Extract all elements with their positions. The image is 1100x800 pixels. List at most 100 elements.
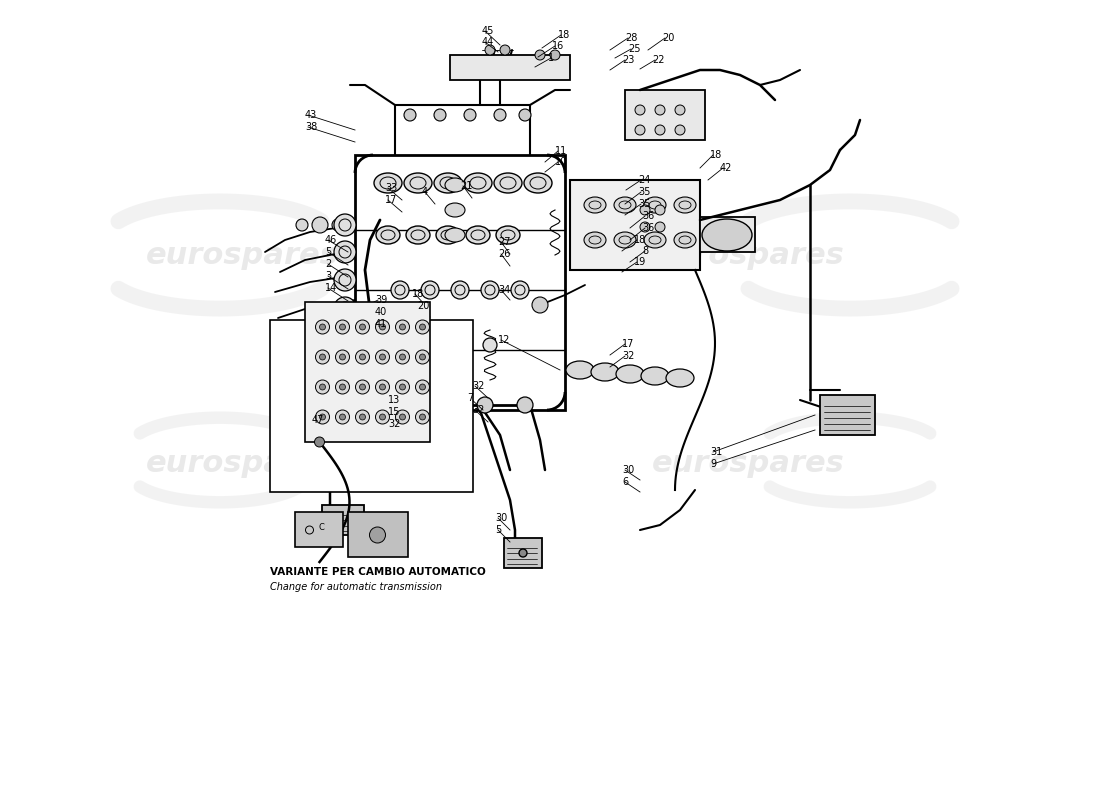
Circle shape (404, 109, 416, 121)
Circle shape (654, 105, 666, 115)
Circle shape (396, 350, 409, 364)
Text: eurospares: eurospares (651, 242, 845, 270)
Text: 25: 25 (628, 44, 640, 54)
Circle shape (396, 410, 409, 424)
Ellipse shape (494, 173, 522, 193)
Ellipse shape (644, 197, 666, 213)
Circle shape (316, 410, 330, 424)
Circle shape (316, 350, 330, 364)
Circle shape (379, 414, 385, 420)
Circle shape (675, 105, 685, 115)
Ellipse shape (674, 197, 696, 213)
Circle shape (535, 50, 544, 60)
Text: 12: 12 (498, 335, 510, 345)
Text: 32: 32 (472, 381, 484, 391)
Text: eurospares: eurospares (145, 242, 339, 270)
Text: 18: 18 (412, 289, 425, 299)
Ellipse shape (584, 232, 606, 248)
Text: 20: 20 (662, 33, 674, 43)
Ellipse shape (404, 173, 432, 193)
Text: 18: 18 (634, 235, 647, 245)
Bar (355, 155, 565, 410)
Ellipse shape (446, 178, 465, 192)
Circle shape (379, 354, 385, 360)
Circle shape (393, 338, 407, 352)
Ellipse shape (614, 232, 636, 248)
Text: eurospares: eurospares (145, 450, 339, 478)
Circle shape (319, 324, 326, 330)
Circle shape (635, 125, 645, 135)
Text: 13: 13 (388, 395, 400, 405)
Ellipse shape (446, 203, 465, 217)
Text: 8: 8 (642, 246, 648, 256)
Bar (450, 55, 570, 80)
Circle shape (334, 214, 356, 236)
Circle shape (396, 380, 409, 394)
Ellipse shape (641, 367, 669, 385)
Text: 32: 32 (472, 405, 484, 415)
Text: 11: 11 (556, 146, 568, 156)
Bar (305, 302, 429, 442)
Text: 47: 47 (312, 415, 324, 425)
Circle shape (654, 222, 666, 232)
Text: 6: 6 (621, 477, 628, 487)
Text: 21: 21 (460, 181, 472, 191)
Circle shape (296, 219, 308, 231)
Circle shape (519, 109, 531, 121)
Circle shape (550, 50, 560, 60)
Bar (820, 395, 874, 435)
Ellipse shape (496, 226, 520, 244)
Circle shape (316, 380, 330, 394)
Circle shape (375, 410, 389, 424)
Circle shape (517, 397, 534, 413)
Bar (270, 320, 473, 492)
Ellipse shape (674, 232, 696, 248)
Text: 30: 30 (495, 513, 507, 523)
Ellipse shape (614, 197, 636, 213)
Circle shape (532, 297, 548, 313)
Text: 36: 36 (642, 223, 654, 233)
Text: 4: 4 (422, 187, 428, 197)
Circle shape (464, 109, 476, 121)
Text: 16: 16 (552, 41, 564, 51)
Text: 45: 45 (482, 26, 494, 36)
Text: 30: 30 (621, 465, 635, 475)
Ellipse shape (406, 226, 430, 244)
Text: 35: 35 (638, 199, 650, 209)
Circle shape (416, 410, 429, 424)
Circle shape (416, 350, 429, 364)
Circle shape (416, 380, 429, 394)
Text: 31: 31 (710, 447, 723, 457)
Text: 39: 39 (375, 295, 387, 305)
Circle shape (355, 350, 370, 364)
Circle shape (375, 380, 389, 394)
Text: 18: 18 (710, 150, 723, 160)
Circle shape (319, 384, 326, 390)
Circle shape (399, 414, 406, 420)
Text: 5: 5 (495, 525, 502, 535)
Circle shape (421, 281, 439, 299)
Text: 27: 27 (498, 237, 510, 247)
Text: 43: 43 (305, 110, 317, 120)
Ellipse shape (434, 173, 462, 193)
Circle shape (336, 320, 350, 334)
Text: 32: 32 (621, 351, 635, 361)
Circle shape (390, 281, 409, 299)
Circle shape (355, 410, 370, 424)
Circle shape (399, 354, 406, 360)
Text: Change for automatic transmission: Change for automatic transmission (270, 582, 441, 592)
Circle shape (396, 320, 409, 334)
Circle shape (336, 350, 350, 364)
Ellipse shape (466, 226, 490, 244)
Circle shape (500, 45, 510, 55)
Bar (504, 538, 542, 568)
Text: 41: 41 (375, 319, 387, 329)
Circle shape (483, 338, 497, 352)
Text: 46: 46 (324, 235, 338, 245)
Text: VARIANTE PER CAMBIO AUTOMATICO: VARIANTE PER CAMBIO AUTOMATICO (270, 567, 485, 577)
Ellipse shape (591, 363, 619, 381)
Ellipse shape (584, 197, 606, 213)
Circle shape (340, 384, 345, 390)
Text: 33: 33 (385, 183, 397, 193)
Text: 38: 38 (305, 122, 317, 132)
